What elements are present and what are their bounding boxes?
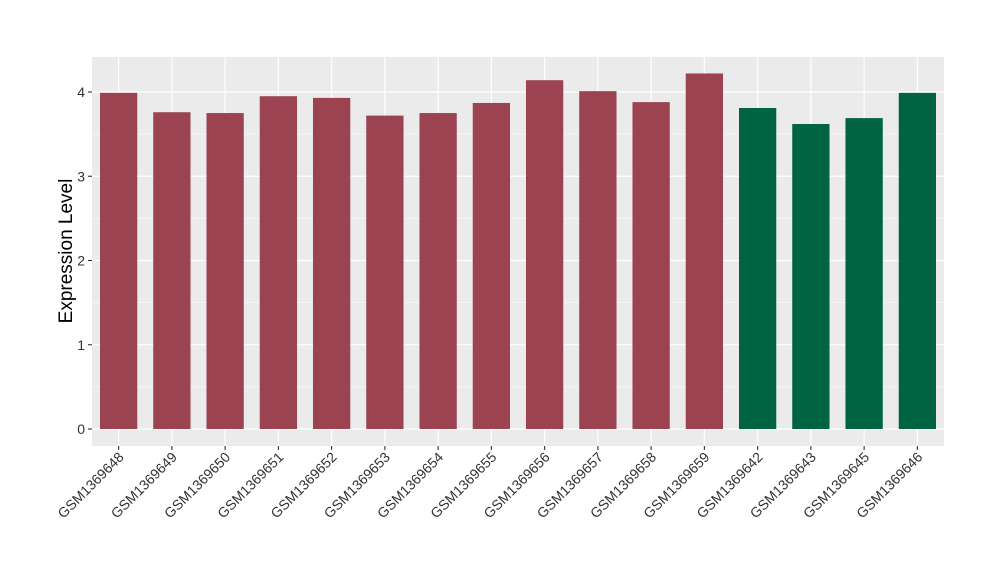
y-tick-label: 1 bbox=[77, 337, 85, 353]
bar bbox=[685, 73, 724, 429]
y-axis-label: Expression Level bbox=[56, 179, 77, 324]
bar bbox=[738, 108, 777, 429]
bar bbox=[632, 102, 670, 430]
bar bbox=[366, 115, 404, 429]
y-tick-label: 3 bbox=[77, 168, 85, 184]
bar bbox=[525, 80, 564, 429]
y-axis: 0 1 2 3 4 bbox=[77, 84, 92, 437]
bar bbox=[153, 112, 191, 429]
bar bbox=[579, 91, 617, 429]
bar bbox=[312, 97, 351, 430]
y-tick-label: 2 bbox=[77, 253, 85, 269]
y-tick-label: 0 bbox=[77, 421, 85, 437]
bar bbox=[845, 118, 883, 430]
bar bbox=[419, 113, 457, 429]
bar bbox=[472, 102, 511, 429]
x-axis: GSM1369648GSM1369649GSM1369650GSM1369651… bbox=[54, 446, 926, 521]
bars bbox=[99, 73, 937, 430]
bar bbox=[259, 96, 298, 430]
bar bbox=[792, 124, 830, 429]
y-tick-label: 4 bbox=[77, 84, 85, 100]
bar bbox=[99, 92, 138, 429]
bar bbox=[206, 113, 244, 429]
bar bbox=[898, 92, 937, 429]
